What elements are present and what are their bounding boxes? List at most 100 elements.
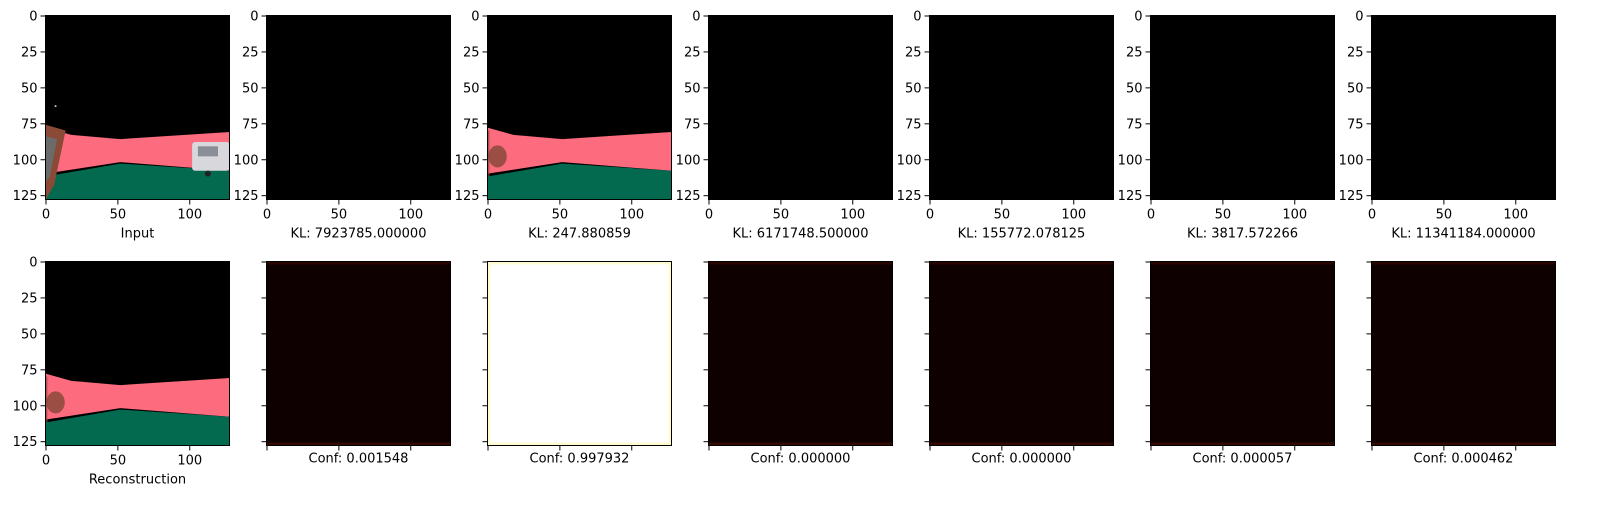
y-tick-label: 0 <box>913 10 921 25</box>
y-tick-label: 0 <box>471 10 479 25</box>
y-tick-label: 25 <box>463 45 480 60</box>
x-tick-label: 50 <box>773 208 790 223</box>
image-car-window <box>197 146 218 157</box>
subplot-r0-c0: 0 50 100 0 25 50 75 100 125 Input <box>13 10 230 242</box>
y-tick-label: 125 <box>13 435 38 450</box>
x-tick-label: 100 <box>840 208 865 223</box>
image-confidence-edge <box>1150 261 1335 265</box>
subplot-xlabel: Conf: 0.000057 <box>1193 452 1293 467</box>
y-tick-label: 125 <box>13 189 38 204</box>
subplot-xlabel: Conf: 0.001548 <box>309 452 409 467</box>
image-confidence-edge <box>1371 442 1556 446</box>
subplot-xlabel: Reconstruction <box>89 473 186 488</box>
image-confidence-dark <box>708 261 893 446</box>
y-tick-label: 100 <box>676 153 701 168</box>
image-black <box>1371 15 1556 200</box>
image-blur-blob <box>46 391 65 414</box>
x-tick-label: 0 <box>926 208 934 223</box>
y-tick-label: 75 <box>1126 117 1143 132</box>
image-black <box>1150 15 1335 200</box>
y-tick-label: 125 <box>676 189 701 204</box>
subplot-r1-c4: Conf: 0.000000 <box>924 261 1114 467</box>
y-tick-label: 50 <box>905 81 922 96</box>
subplot-xlabel: KL: 11341184.000000 <box>1391 227 1535 242</box>
image-confidence-bright <box>490 264 669 443</box>
y-tick-label: 75 <box>684 117 701 132</box>
image-confidence-edge <box>929 442 1114 446</box>
subplot-r0-c4: 0 50 100 0 25 50 75 100 125 KL: 155772.078125 <box>897 10 1114 242</box>
image-confidence-dark <box>1150 261 1335 446</box>
x-tick-label: 50 <box>110 454 127 469</box>
y-tick-label: 75 <box>242 117 259 132</box>
subplot-r1-c6: Conf: 0.000462 <box>1366 261 1556 467</box>
axes-frame <box>1371 261 1556 446</box>
y-tick-label: 75 <box>1347 117 1364 132</box>
y-tick-label: 25 <box>1347 45 1364 60</box>
y-tick-label: 25 <box>905 45 922 60</box>
y-tick-label: 100 <box>13 153 38 168</box>
subplot-xlabel: Conf: 0.000462 <box>1414 452 1514 467</box>
y-tick-label: 125 <box>1118 189 1143 204</box>
subplot-r0-c5: 0 50 100 0 25 50 75 100 125 KL: 3817.572266 <box>1118 10 1335 242</box>
axes-frame <box>266 261 451 446</box>
y-tick-label: 25 <box>684 45 701 60</box>
y-tick-label: 75 <box>21 363 38 378</box>
subplot-xlabel: Conf: 0.000000 <box>751 452 851 467</box>
subplot-xlabel: KL: 155772.078125 <box>958 227 1086 242</box>
y-tick-label: 125 <box>1339 189 1364 204</box>
x-tick-label: 100 <box>1282 208 1307 223</box>
subplot-r1-c0: 0 50 100 0 25 50 75 100 125 Reconstruction <box>13 256 230 488</box>
subplot-xlabel: KL: 247.880859 <box>528 227 631 242</box>
x-tick-label: 0 <box>1147 208 1155 223</box>
subplot-r0-c3: 0 50 100 0 25 50 75 100 125 KL: 6171748.500000 <box>676 10 893 242</box>
y-tick-label: 0 <box>29 10 37 25</box>
image-black <box>266 15 451 200</box>
x-tick-label: 100 <box>1503 208 1528 223</box>
x-tick-label: 50 <box>994 208 1011 223</box>
x-tick-label: 50 <box>1436 208 1453 223</box>
axes-frame <box>929 15 1114 200</box>
axes-frame <box>1150 15 1335 200</box>
image-blur-blob <box>488 145 507 168</box>
y-tick-label: 125 <box>897 189 922 204</box>
subplot-xlabel: Conf: 0.997932 <box>530 452 630 467</box>
subplot-r1-c1: Conf: 0.001548 <box>261 261 451 467</box>
subplot-r0-c6: 0 50 100 0 25 50 75 100 125 KL: 11341184.000000 <box>1339 10 1556 242</box>
x-tick-label: 50 <box>331 208 348 223</box>
subplot-r0-c1: 0 50 100 0 25 50 75 100 125 KL: 7923785.000000 <box>234 10 451 242</box>
x-tick-label: 100 <box>1061 208 1086 223</box>
y-tick-label: 50 <box>21 327 38 342</box>
y-tick-label: 100 <box>234 153 259 168</box>
image-confidence-dark <box>266 261 451 446</box>
subplot-r1-c3: Conf: 0.000000 <box>703 261 893 467</box>
image-confidence-dark <box>929 261 1114 446</box>
image-confidence-edge <box>266 442 451 446</box>
y-tick-label: 125 <box>455 189 480 204</box>
subplot-xlabel: KL: 6171748.500000 <box>733 227 869 242</box>
y-tick-label: 50 <box>242 81 259 96</box>
x-tick-label: 0 <box>42 208 50 223</box>
image-ground <box>45 163 230 200</box>
y-tick-label: 100 <box>13 399 38 414</box>
subplot-xlabel: KL: 7923785.000000 <box>291 227 427 242</box>
x-tick-label: 0 <box>42 454 50 469</box>
subplot-r0-c2: 0 50 100 0 25 50 75 100 125 KL: 247.880859 <box>455 10 672 242</box>
x-tick-label: 100 <box>398 208 423 223</box>
y-tick-label: 25 <box>21 45 38 60</box>
y-tick-label: 25 <box>242 45 259 60</box>
y-tick-label: 50 <box>1347 81 1364 96</box>
x-tick-label: 50 <box>110 208 127 223</box>
y-tick-label: 50 <box>463 81 480 96</box>
subplot-xlabel: KL: 3817.572266 <box>1187 227 1298 242</box>
axes-frame <box>1150 261 1335 446</box>
subplot-xlabel: Conf: 0.000000 <box>972 452 1072 467</box>
subplot-r1-c2: Conf: 0.997932 <box>482 261 672 467</box>
axes-frame <box>45 261 230 446</box>
image-confidence-edge <box>929 261 1114 265</box>
y-tick-label: 125 <box>234 189 259 204</box>
x-tick-label: 100 <box>177 208 202 223</box>
image-confidence-dark <box>1371 261 1556 446</box>
y-tick-label: 25 <box>21 291 38 306</box>
axes-frame <box>929 261 1114 446</box>
